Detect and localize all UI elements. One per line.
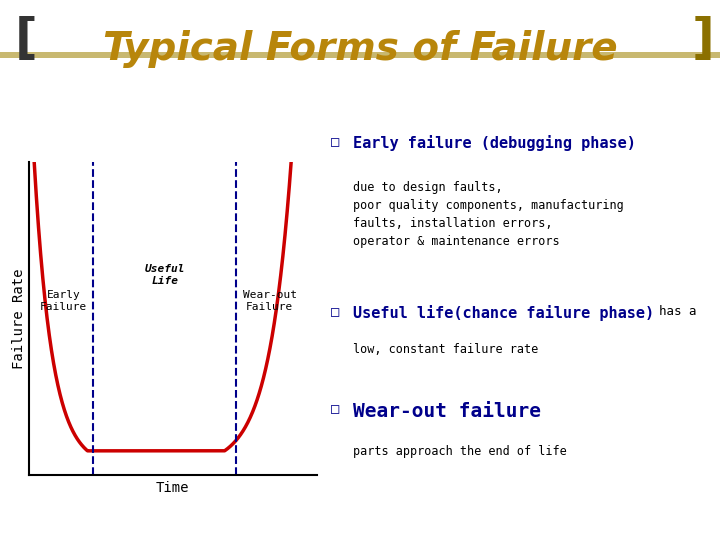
Text: Early
Failure: Early Failure	[40, 291, 87, 312]
Text: due to design faults,
poor quality components, manufacturing
faults, installatio: due to design faults, poor quality compo…	[353, 181, 624, 248]
Text: □: □	[331, 402, 340, 416]
Text: Wear-out
Failure: Wear-out Failure	[243, 291, 297, 312]
Text: parts approach the end of life: parts approach the end of life	[353, 446, 567, 458]
Y-axis label: Failure Rate: Failure Rate	[12, 268, 26, 369]
Text: Wear-out failure: Wear-out failure	[353, 402, 541, 421]
X-axis label: Time: Time	[156, 481, 189, 495]
Text: [: [	[14, 16, 37, 64]
Text: Useful
Life: Useful Life	[145, 264, 185, 286]
Text: Typical Forms of Failure: Typical Forms of Failure	[103, 30, 617, 68]
Text: □: □	[331, 135, 340, 149]
Text: has a: has a	[659, 305, 696, 318]
Text: ]: ]	[691, 16, 714, 64]
Text: low, constant failure rate: low, constant failure rate	[353, 343, 538, 356]
Text: Useful life(chance failure phase): Useful life(chance failure phase)	[353, 305, 654, 321]
Text: □: □	[331, 305, 340, 319]
Text: Early failure (debugging phase): Early failure (debugging phase)	[353, 135, 636, 151]
